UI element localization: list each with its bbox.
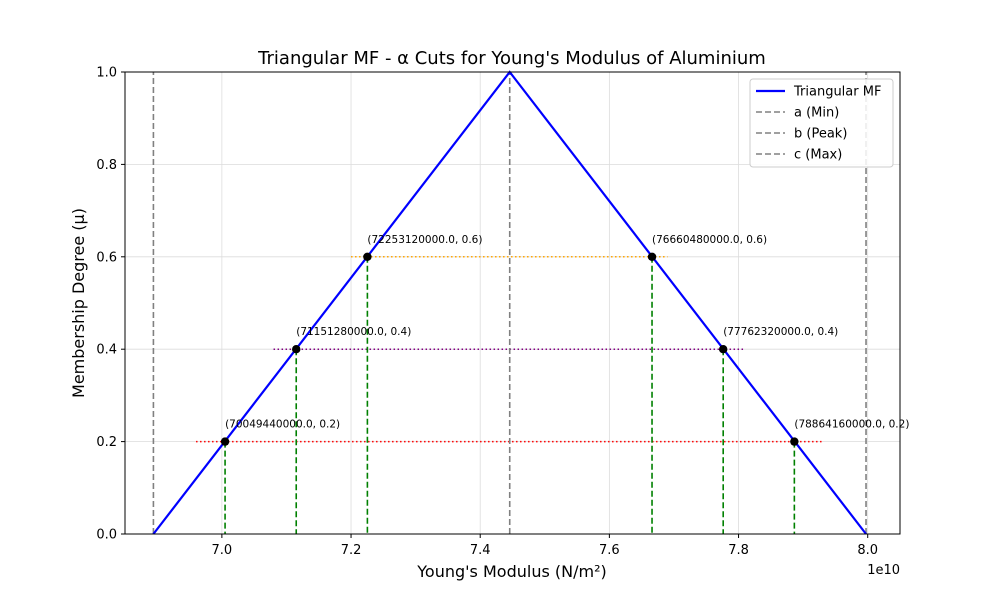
y-tick-label: 0.6 xyxy=(96,250,117,265)
chart-title: Triangular MF - α Cuts for Young's Modul… xyxy=(257,48,766,69)
alpha-cut-point xyxy=(363,252,372,261)
axes-frame xyxy=(124,71,901,535)
y-tick-label: 0.2 xyxy=(96,435,117,450)
legend-label: Triangular MF xyxy=(793,85,881,100)
legend: Triangular MF a (Min) b (Peak) c (Max) xyxy=(749,78,894,168)
alpha-cut-point xyxy=(790,437,799,446)
y-axis-label: Membership Degree (μ) xyxy=(69,208,88,398)
x-tick-label: 7.6 xyxy=(599,543,620,558)
y-tick-label: 0.8 xyxy=(96,158,117,173)
x-tick-label: 7.4 xyxy=(470,543,491,558)
x-axis-label: Young's Modulus (N/m²) xyxy=(416,562,606,581)
alpha-cut-point xyxy=(647,252,657,261)
alpha-cut-point-label: (77762320000.0, 0.4) xyxy=(723,326,838,338)
y-tick-label: 0.4 xyxy=(96,343,117,358)
alpha-cut-point-label: (71151280000.0, 0.4) xyxy=(296,326,411,338)
alpha-cut-point-label: (72253120000.0, 0.6) xyxy=(367,234,482,246)
alpha-cut-point xyxy=(292,345,301,354)
plot-area: (70049440000.0, 0.2) (78864160000.0, 0.2)… xyxy=(96,66,909,559)
legend-label: b (Peak) xyxy=(794,127,847,142)
x-tick-label: 7.2 xyxy=(341,543,362,558)
alpha-cut-point xyxy=(220,437,230,446)
y-tick-label: 0.0 xyxy=(96,528,117,543)
x-tick-label: 8.0 xyxy=(857,543,878,558)
alpha-cut-point-label: (76660480000.0, 0.6) xyxy=(652,234,767,246)
x-tick-label: 7.0 xyxy=(212,543,233,558)
alpha-cut-point xyxy=(718,345,728,354)
alpha-cut-point-label: (70049440000.0, 0.2) xyxy=(225,419,340,431)
x-offset-label: 1e10 xyxy=(867,563,900,578)
y-tick-label: 1.0 xyxy=(96,66,117,81)
alpha-cut-point-label: (78864160000.0, 0.2) xyxy=(794,419,909,431)
legend-label: c (Max) xyxy=(794,148,842,163)
legend-box xyxy=(749,78,894,168)
x-tick-label: 7.8 xyxy=(728,543,749,558)
legend-label: a (Min) xyxy=(794,106,839,121)
